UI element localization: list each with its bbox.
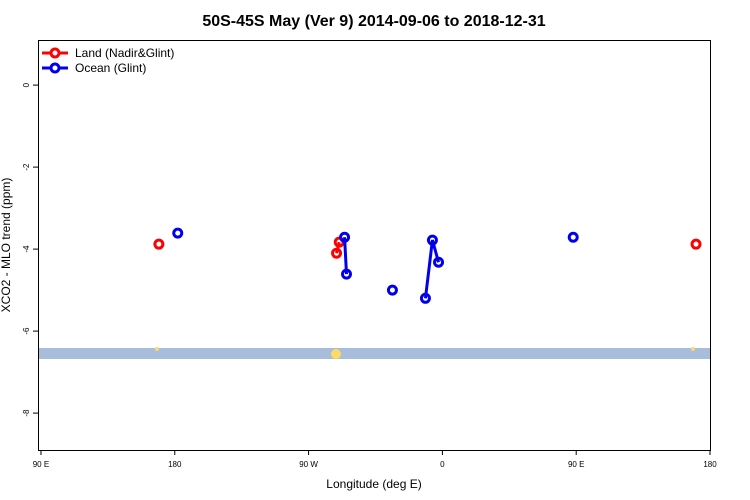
- data-point: [153, 238, 165, 250]
- data-point: [386, 284, 398, 296]
- x-tick-label: 0: [440, 460, 445, 469]
- legend-marker: [49, 62, 61, 74]
- x-tick-label: 180: [703, 460, 717, 469]
- data-point: [567, 231, 579, 243]
- y-axis-label: XCO2 - MLO trend (ppm): [0, 178, 13, 313]
- data-point: [172, 227, 184, 239]
- legend-label: Land (Nadir&Glint): [75, 46, 174, 60]
- data-point: [690, 238, 702, 250]
- x-tick-label: 90 E: [568, 460, 584, 469]
- legend-label: Ocean (Glint): [75, 61, 146, 75]
- series-line: [343, 237, 348, 275]
- data-point: [331, 247, 343, 259]
- x-tick-label: 90 W: [299, 460, 318, 469]
- marker-dot: [691, 347, 695, 351]
- data-point: [433, 256, 445, 268]
- y-tick-label: -2: [22, 163, 31, 171]
- ocean-band: [38, 348, 710, 359]
- marker-dot: [331, 349, 341, 359]
- marker-dot: [155, 347, 159, 351]
- data-point: [340, 268, 352, 280]
- x-tick-label: 180: [168, 460, 182, 469]
- y-tick-label: -6: [22, 327, 31, 335]
- data-point: [426, 234, 438, 246]
- series-line: [423, 239, 440, 299]
- plot-frame: [38, 40, 711, 451]
- chart-title: 50S-45S May (Ver 9) 2014-09-06 to 2018-1…: [202, 13, 545, 30]
- y-tick-label: 0: [22, 82, 31, 87]
- data-point: [339, 231, 351, 243]
- y-tick-label: -4: [22, 245, 31, 253]
- x-tick-label: 90 E: [33, 460, 49, 469]
- legend-marker: [49, 47, 61, 59]
- x-axis-label: Longitude (deg E): [326, 477, 421, 491]
- series-line: [335, 241, 341, 254]
- data-point: [419, 292, 431, 304]
- y-tick-label: -8: [22, 409, 31, 417]
